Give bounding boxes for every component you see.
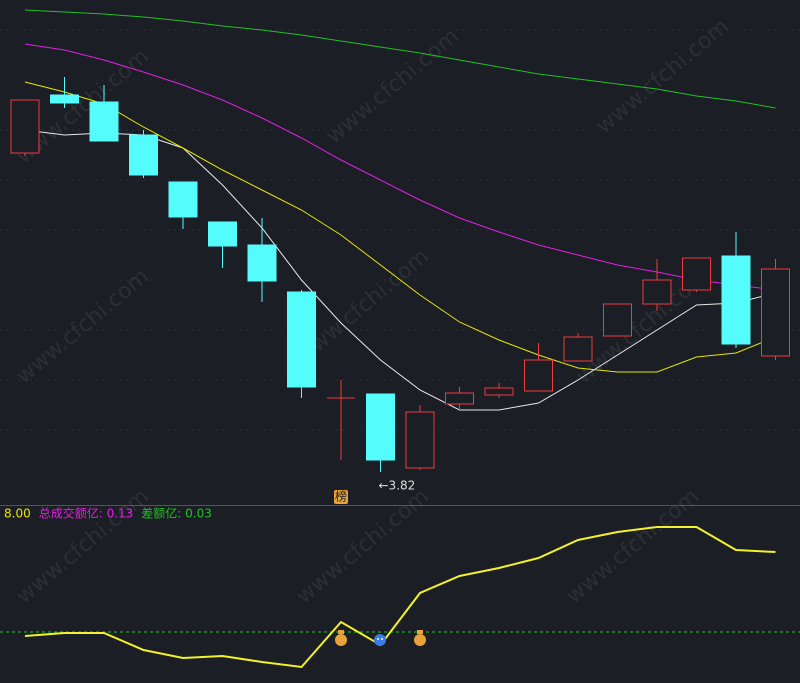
- candle-body: [445, 392, 474, 405]
- legend-text: 总成交额亿: 0.13: [39, 506, 134, 521]
- candle-body: [484, 387, 514, 396]
- candle-body: [761, 268, 790, 357]
- money-bag-icon: [335, 630, 347, 646]
- legend-text: 8.00: [4, 507, 31, 521]
- candle-body: [129, 134, 158, 176]
- candle-body: [168, 181, 198, 218]
- icons: [335, 630, 426, 646]
- moving-average-line: [24, 43, 776, 291]
- candle-body: [563, 336, 593, 362]
- candle-body: [208, 221, 237, 247]
- face-icon: [374, 634, 386, 646]
- moving-average-line: [24, 9, 776, 109]
- candle-body: [405, 411, 435, 469]
- legend-text: 差额亿: 0.03: [141, 506, 212, 521]
- candle-body: [50, 94, 79, 104]
- candle-body: [682, 257, 711, 291]
- candle-body: [247, 244, 277, 282]
- candle-body: [287, 291, 316, 388]
- moving-average-line: [24, 81, 776, 373]
- indicator-line: [24, 526, 776, 669]
- candle-body: [603, 303, 632, 337]
- marker-label: 榜: [335, 489, 347, 504]
- candle-body: [10, 99, 40, 154]
- candle-body: [366, 393, 395, 461]
- marker-box: [334, 490, 348, 504]
- candle-body: [642, 279, 672, 305]
- candle-body: [524, 359, 553, 392]
- money-bag-icon: [414, 630, 426, 646]
- low-annotation: ←3.82: [379, 479, 416, 493]
- candle-body: [721, 255, 751, 345]
- candle-body: [89, 101, 119, 142]
